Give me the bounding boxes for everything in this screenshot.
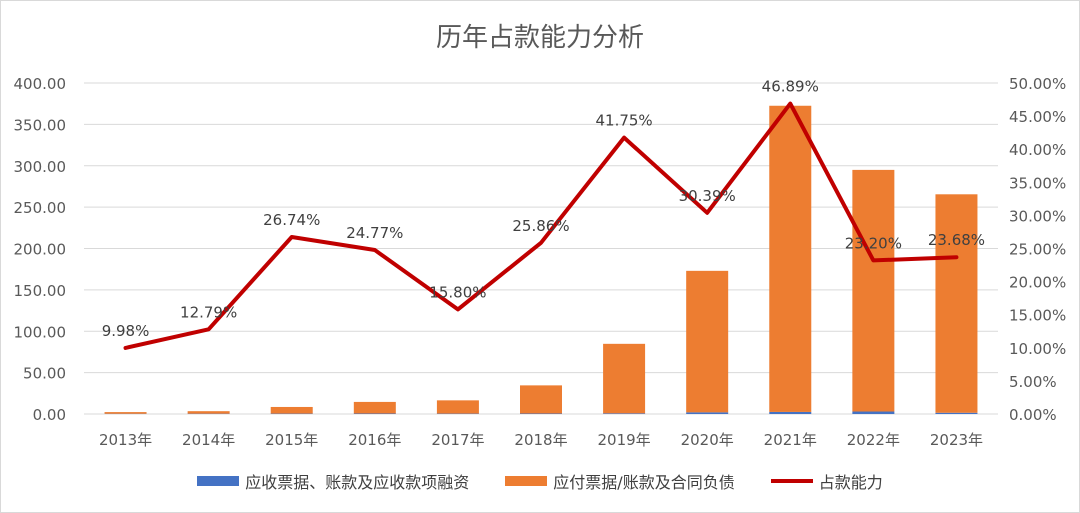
bar-payables <box>436 400 479 414</box>
bar-receivables <box>935 412 978 414</box>
left-axis-tick-labels: 0.00 50.00 100.00 150.00 200.00 250.00 300.00 3… <box>14 75 67 424</box>
x-axis-tick-label: 2019年 <box>597 431 650 449</box>
right-axis-tick-labels: 0.00% 5.00% 10.00% 15.00% 20.00% 25.00% 30.00%… <box>1009 75 1066 424</box>
legend-swatch-receivables <box>197 476 240 486</box>
x-axis-tick-label: 2018年 <box>514 431 567 449</box>
right-axis-tick-label: 15.00% <box>1009 307 1066 325</box>
x-axis-tick-label: 2023年 <box>930 431 983 449</box>
x-axis-tick-label: 2017年 <box>431 431 484 449</box>
bar-receivables <box>769 411 812 414</box>
data-label: 26.74% <box>263 211 320 229</box>
right-axis-tick-label: 20.00% <box>1009 274 1066 292</box>
right-axis-tick-label: 0.00% <box>1009 406 1057 424</box>
legend-label-occupancy: 占款能力 <box>818 473 883 492</box>
legend-item-receivables: 应收票据、账款及应收款项融资 <box>197 469 469 493</box>
left-axis-tick-label: 200.00 <box>14 241 67 259</box>
data-label: 15.80% <box>429 283 486 301</box>
data-label: 23.20% <box>845 234 902 252</box>
right-axis-tick-label: 5.00% <box>1009 373 1057 391</box>
bar-payables <box>852 169 895 412</box>
right-axis-tick-label: 50.00% <box>1009 75 1066 93</box>
left-axis-tick-label: 100.00 <box>14 323 67 341</box>
bar-series-group <box>104 105 978 414</box>
left-axis-tick-label: 250.00 <box>14 199 67 217</box>
data-label: 24.77% <box>346 224 403 242</box>
data-label: 23.68% <box>928 231 985 249</box>
x-axis-tick-labels: 2013年 2014年 2015年 2016年 2017年 2018年 2019年 2020年… <box>99 431 983 449</box>
left-axis-tick-label: 150.00 <box>14 282 67 300</box>
legend-label-receivables: 应收票据、账款及应收款项融资 <box>245 473 470 492</box>
left-axis-tick-label: 350.00 <box>14 116 67 134</box>
bar-receivables <box>852 411 895 414</box>
left-axis-tick-label: 0.00 <box>33 406 66 424</box>
left-axis-tick-label: 50.00 <box>23 365 66 383</box>
data-label: 25.86% <box>512 217 569 235</box>
left-axis-tick-label: 400.00 <box>14 75 67 93</box>
bar-payables <box>686 270 729 413</box>
right-axis-tick-label: 25.00% <box>1009 241 1066 259</box>
x-axis-tick-label: 2022年 <box>847 431 900 449</box>
bar-payables <box>187 411 230 414</box>
x-axis-tick-label: 2021年 <box>764 431 817 449</box>
data-label: 46.89% <box>762 78 819 96</box>
legend-swatch-occupancy <box>770 479 813 483</box>
bar-payables <box>353 401 396 414</box>
line-series-group <box>123 101 959 350</box>
bar-payables <box>270 406 313 414</box>
right-axis-tick-label: 45.00% <box>1009 108 1066 126</box>
right-axis-tick-label: 10.00% <box>1009 340 1066 358</box>
x-axis-tick-label: 2016年 <box>348 431 401 449</box>
chart-title: 历年占款能力分析 <box>436 23 644 53</box>
right-axis-tick-label: 30.00% <box>1009 207 1066 225</box>
legend-item-occupancy: 占款能力 <box>770 469 883 493</box>
data-label: 30.39% <box>679 187 736 205</box>
legend-label-payables: 应付票据/账款及合同负债 <box>553 473 735 492</box>
left-axis-tick-label: 300.00 <box>14 158 67 176</box>
bar-receivables <box>603 413 646 414</box>
bar-payables <box>520 385 562 414</box>
bar-payables <box>935 194 978 413</box>
x-axis-tick-label: 2015年 <box>265 431 318 449</box>
data-label: 9.98% <box>102 322 150 340</box>
data-label: 41.75% <box>595 112 652 130</box>
line-data-labels: 9.98% 12.79% 26.74% 24.77% 15.80% 25.86% 41.75… <box>102 78 985 340</box>
data-label: 12.79% <box>180 303 237 321</box>
x-axis-tick-label: 2013年 <box>99 431 152 449</box>
right-axis-tick-label: 40.00% <box>1009 141 1066 159</box>
bar-payables <box>769 105 812 412</box>
legend-swatch-payables <box>505 476 548 486</box>
legend: 应收票据、账款及应收款项融资 应付票据/账款及合同负债 占款能力 <box>0 466 1080 496</box>
legend-item-payables: 应付票据/账款及合同负债 <box>505 469 735 493</box>
bar-receivables <box>686 412 729 414</box>
right-axis-tick-label: 35.00% <box>1009 174 1066 192</box>
x-axis-tick-label: 2020年 <box>681 431 734 449</box>
x-axis-tick-label: 2014年 <box>182 431 235 449</box>
bar-payables <box>603 343 646 414</box>
bar-payables <box>104 412 147 414</box>
